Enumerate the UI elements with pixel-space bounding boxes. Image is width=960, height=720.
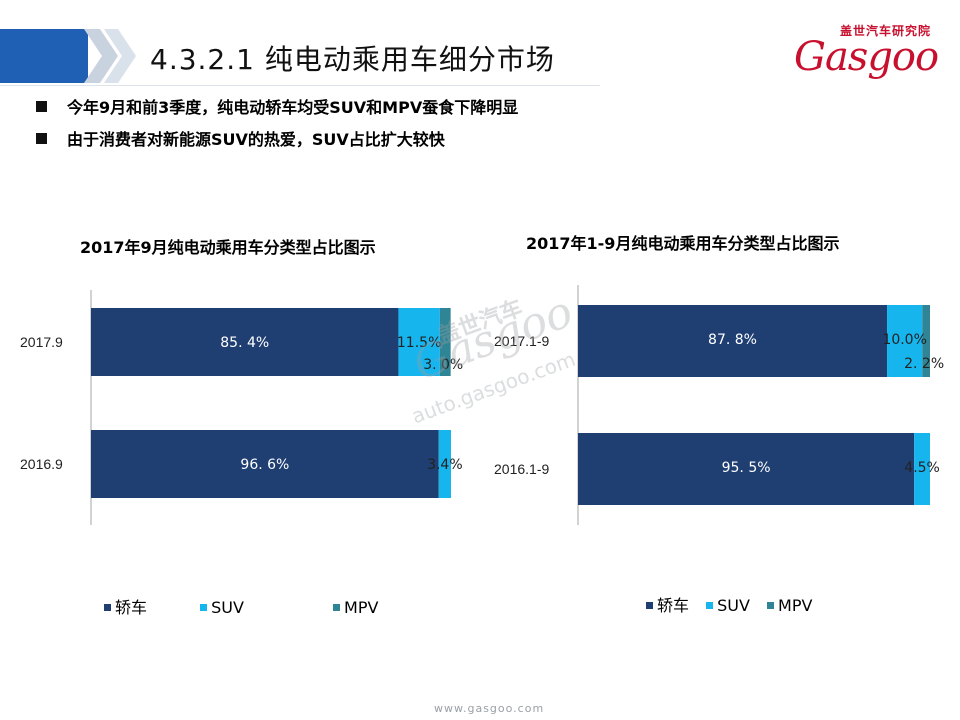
data-label: 10.0% [882,332,926,348]
chart-title: 2017年1-9月纯电动乘用车分类型占比图示 [526,234,840,253]
data-label: 87. 8% [708,332,757,348]
data-label: 95. 5% [722,460,771,476]
chart-title: 2017年9月纯电动乘用车分类型占比图示 [80,238,376,257]
data-label: 96. 6% [240,457,289,473]
category-tick-label: 2017.1-9 [494,333,549,349]
legend-item-sedan: 轿车 [646,592,689,616]
logo-en-text: Gasgoo [794,34,939,80]
data-label: 11.5% [397,335,441,351]
header-accent [0,29,88,83]
legend-item-suv: SUV [706,596,750,615]
bullet-item: 今年9月和前3季度，纯电动轿车均受SUV和MPV蚕食下降明显 [36,92,518,124]
bar-segment-suv [914,433,930,505]
legend-item-mpv: MPV [333,598,378,617]
bar-segment-suv [887,305,923,377]
data-label: 3.4% [427,457,463,473]
logo-cn-text: 盖世汽车研究院 [840,24,932,38]
header-band [0,27,640,86]
footer-url: www.gasgoo.com [434,702,545,715]
bar-segment-sedan [578,305,888,377]
data-label: 85. 4% [220,335,269,351]
bar-segment-mpv [922,305,930,377]
legend-item-sedan: 轿车 [104,594,147,618]
data-label: 2. 2% [904,356,944,372]
bar-segment-mpv [439,308,451,376]
header-underline [0,85,600,86]
page-title: 4.3.2.1 纯电动乘用车细分市场 [150,43,555,76]
data-label: 4.5% [904,460,940,476]
category-tick-label: 2017.9 [20,334,63,350]
data-label: 3. 0% [423,357,463,373]
chart-ytd-svg: 2017.1-9 87. 8% 10.0% 2. 2% 2016.1-9 95. 5% 4.… [494,285,944,525]
bullet-list: 今年9月和前3季度，纯电动轿车均受SUV和MPV蚕食下降明显 由于消费者对新能源… [36,92,518,156]
legend-ytd: 轿车 SUV MPV [646,592,812,616]
bullet-text: 今年9月和前3季度，纯电动轿车均受SUV和MPV蚕食下降明显 [67,98,519,117]
bullet-text: 由于消费者对新能源SUV的热爱，SUV占比扩大较快 [67,130,445,149]
bar-segment-suv [438,430,451,498]
bar-segment-sedan [91,430,439,498]
category-tick-label: 2016.1-9 [494,461,549,477]
legend-item-suv: SUV [200,598,244,617]
bullet-item: 由于消费者对新能源SUV的热爱，SUV占比扩大较快 [36,124,518,156]
chart-ytd: 2017.1-9 87. 8% 10.0% 2. 2% 2016.1-9 95. 5% 4.… [480,285,960,535]
bar-segment-suv [398,308,440,376]
header-chevrons [84,29,136,83]
bullet-square-icon [36,133,47,144]
chart-monthly-svg: 2017.9 85. 4% 11.5% 3. 0% 2016.9 96. 6% 3.4% [20,290,463,525]
bullet-square-icon [36,101,47,112]
legend-item-mpv: MPV [767,596,812,615]
chart-monthly: 2017.9 85. 4% 11.5% 3. 0% 2016.9 96. 6% 3.4% [0,290,480,530]
category-tick-label: 2016.9 [20,456,63,472]
bar-segment-sedan [578,433,915,505]
bar-segment-sedan [91,308,399,376]
legend-monthly: 轿车 SUV MPV [104,594,378,618]
gasgoo-logo: 盖世汽车研究院 Gasgoo [790,20,950,80]
